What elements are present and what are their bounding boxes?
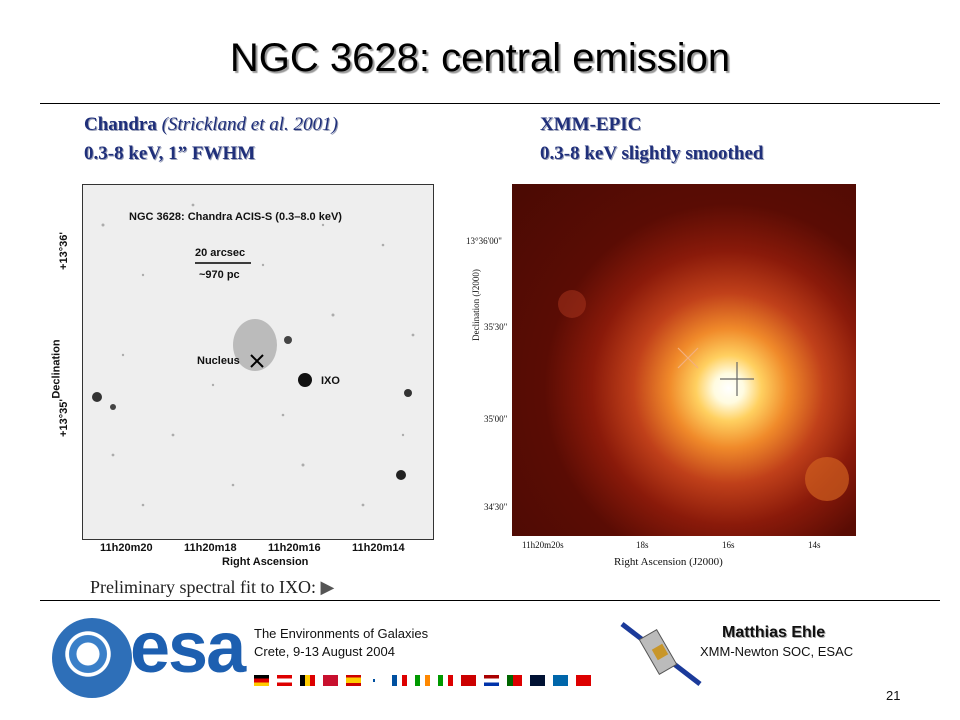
scale-bar-top-label: 20 arcsec [195, 247, 246, 259]
xmm-xtick-16: 16s [722, 540, 735, 550]
spectral-fit-note-text: Preliminary spectral fit to IXO: [90, 577, 316, 597]
chandra-xlabel: Right Ascension [222, 556, 309, 568]
scale-bar-bottom-label: ~970 pc [199, 269, 240, 281]
author-affiliation: XMM-Newton SOC, ESAC [700, 644, 854, 659]
flag-icon [277, 675, 292, 686]
xmm-xtick-20: 11h20m20s [522, 540, 564, 550]
left-caption-line2: 0.3-8 keV, 1” FWHM [84, 143, 256, 164]
flag-icon [553, 675, 568, 686]
left-caption-instrument: Chandra [84, 114, 157, 135]
flag-icon [530, 675, 545, 686]
top-divider [40, 103, 940, 104]
flag-icon [346, 675, 361, 686]
event-location-date: Crete, 9-13 August 2004 [254, 644, 395, 659]
chandra-xtick-16: 11h20m16 [268, 542, 321, 554]
flag-icon [392, 675, 407, 686]
xmm-xlabel: Right Ascension (J2000) [614, 556, 723, 568]
right-caption-line2: 0.3-8 keV slightly smoothed [540, 143, 764, 164]
xmm-ylabel: Declination (J2000) [470, 269, 481, 341]
flag-icon [461, 675, 476, 686]
chandra-ytick-36: +13°36' [57, 232, 70, 270]
flag-icon [415, 675, 430, 686]
xmm-ytick-2: 35'30" [484, 322, 508, 332]
xmm-overlay [558, 290, 849, 501]
eu-flags-strip [254, 673, 595, 691]
xmm-satellite-icon [620, 622, 702, 686]
event-name: The Environments of Galaxies [254, 626, 429, 641]
xmm-ytick-3: 35'00" [484, 414, 508, 424]
flag-icon [300, 675, 315, 686]
ixo-label: IXO [321, 375, 340, 387]
nucleus-label: Nucleus [197, 355, 240, 367]
left-caption-reference: (Strickland et al. 2001) [161, 114, 338, 135]
slide-title: NGC 3628: central emission [229, 36, 731, 80]
play-arrow-icon[interactable]: ▶ [320, 577, 335, 597]
spectral-fit-note: Preliminary spectral fit to IXO: ▶ [90, 577, 334, 598]
xmm-ytick-4: 34'30" [484, 502, 508, 512]
flag-icon [438, 675, 453, 686]
page-number: 21 [886, 688, 901, 703]
flag-icon [507, 675, 522, 686]
esa-logo-icon [52, 618, 132, 698]
chandra-ytick-35: +13°35' [57, 399, 70, 437]
esa-logo-text: esa [130, 608, 246, 688]
chandra-noise [92, 203, 415, 507]
chandra-ylabel: Declination [50, 339, 63, 399]
flag-icon [323, 675, 338, 686]
chandra-xtick-18: 11h20m18 [184, 542, 237, 554]
chandra-xtick-14: 11h20m14 [352, 542, 405, 554]
bottom-divider [40, 600, 940, 601]
chandra-xtick-20: 11h20m20 [100, 542, 153, 554]
flag-icon [254, 675, 269, 686]
flag-icon [369, 675, 384, 686]
xmm-xtick-14: 14s [808, 540, 821, 550]
xmm-xtick-18: 18s [636, 540, 649, 550]
chandra-image-title: NGC 3628: Chandra ACIS-S (0.3–8.0 keV) [129, 211, 342, 223]
left-caption-line1: Chandra (Strickland et al. 2001) [84, 114, 338, 136]
xmm-epic-image [512, 184, 856, 536]
right-caption-instrument: XMM-EPIC [540, 114, 642, 135]
author-name: Matthias Ehle [722, 624, 826, 641]
flag-icon [484, 675, 499, 686]
flag-icon [576, 675, 591, 686]
chandra-image: NGC 3628: Chandra ACIS-S (0.3–8.0 keV) 2… [82, 184, 434, 540]
xmm-ytick-1: 13°36'00" [466, 236, 502, 246]
